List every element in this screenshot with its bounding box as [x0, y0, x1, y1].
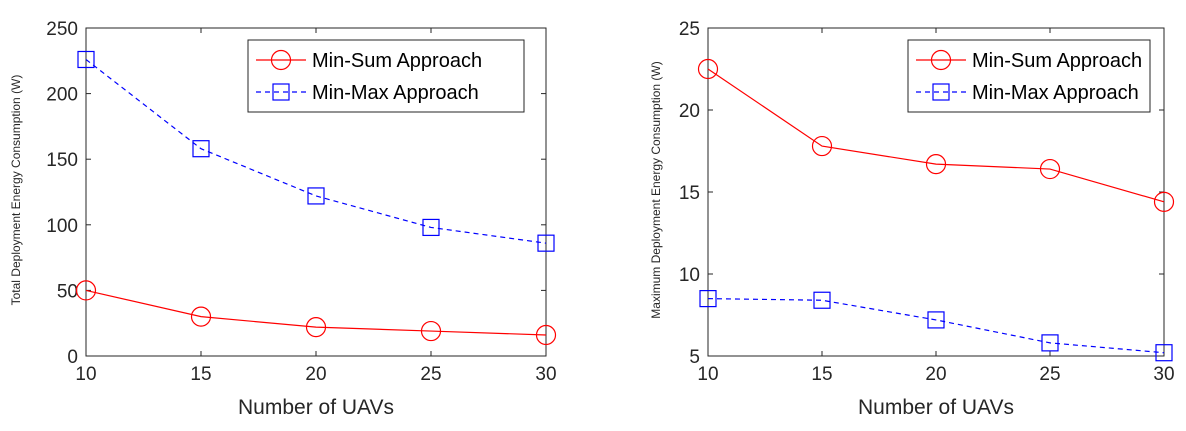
legend-marker-square: [272, 83, 290, 101]
y-tick-label: 15: [679, 183, 700, 204]
legend-label: Min-Max Approach: [972, 82, 1139, 104]
legend-marker-circle: [930, 49, 952, 71]
data-point-square: [537, 234, 555, 252]
x-tick-label: 10: [75, 364, 96, 385]
x-tick-label: 15: [190, 364, 211, 385]
data-point-circle: [305, 317, 327, 338]
data-point-circle: [1039, 158, 1061, 180]
y-axis-label: Maximum Deployment Energy Consumption (W…: [649, 61, 663, 318]
x-tick-label: 15: [811, 364, 832, 385]
data-point-square: [307, 187, 325, 205]
legend-box: [247, 39, 525, 113]
y-tick-label: 20: [679, 101, 700, 122]
legend-marker-circle: [270, 49, 292, 71]
legend: Min-Sum Approach Min-Max Approach: [247, 39, 525, 113]
x-tick-label: 25: [1039, 364, 1060, 385]
data-point-square: [699, 290, 717, 308]
legend: Min-Sum Approach Min-Max Approach: [907, 39, 1151, 113]
chart-total-energy: 10 15 20 25 30 0 50 100 150 200 250 Number of UAVs T…: [9, 19, 557, 419]
y-tick-label: 250: [46, 19, 78, 40]
x-tick-label: 20: [925, 364, 946, 385]
data-point-circle: [697, 58, 719, 80]
x-tick-label: 25: [420, 364, 441, 385]
x-axis-label: Number of UAVs: [858, 396, 1014, 419]
data-point-circle: [925, 154, 947, 175]
legend-marker-square: [932, 83, 950, 101]
y-tick-label: 100: [46, 216, 78, 237]
x-tick-label: 30: [535, 364, 556, 385]
data-point-square: [422, 218, 440, 237]
data-point-circle: [420, 320, 442, 342]
y-tick-label: 50: [57, 281, 78, 302]
y-tick-label: 25: [679, 19, 700, 40]
series-line-min-max: [707, 298, 1165, 354]
series-line-min-sum: [707, 68, 1165, 203]
y-axis-label: Total Deployment Energy Consumption (W): [9, 75, 23, 306]
data-point-square: [1041, 334, 1059, 352]
y-tick-label: 10: [679, 265, 700, 286]
data-point-circle: [1153, 191, 1175, 212]
series-line-min-sum: [85, 289, 547, 336]
series-line-min-max: [85, 59, 547, 244]
data-point-circle: [811, 135, 833, 157]
y-tick-label: 0: [67, 347, 78, 368]
y-tick-label: 5: [689, 347, 700, 368]
legend-label: Min-Sum Approach: [312, 50, 482, 72]
x-axis-label: Number of UAVs: [238, 396, 394, 419]
x-tick-label: 20: [305, 364, 326, 385]
data-point-square: [1155, 344, 1173, 362]
data-point-square: [927, 311, 945, 329]
legend-label: Min-Sum Approach: [972, 50, 1142, 72]
y-tick-label: 150: [46, 150, 78, 171]
legend-box: [907, 39, 1151, 113]
x-tick-label: 30: [1153, 364, 1174, 385]
x-tick-label: 10: [697, 364, 718, 385]
data-point-square: [192, 140, 210, 158]
data-point-circle: [535, 324, 557, 346]
y-tick-label: 200: [46, 85, 78, 106]
data-point-circle: [190, 306, 212, 327]
legend-label: Min-Max Approach: [312, 82, 479, 104]
data-point-square: [77, 50, 95, 69]
data-point-circle: [75, 280, 97, 301]
data-point-square: [813, 291, 831, 309]
